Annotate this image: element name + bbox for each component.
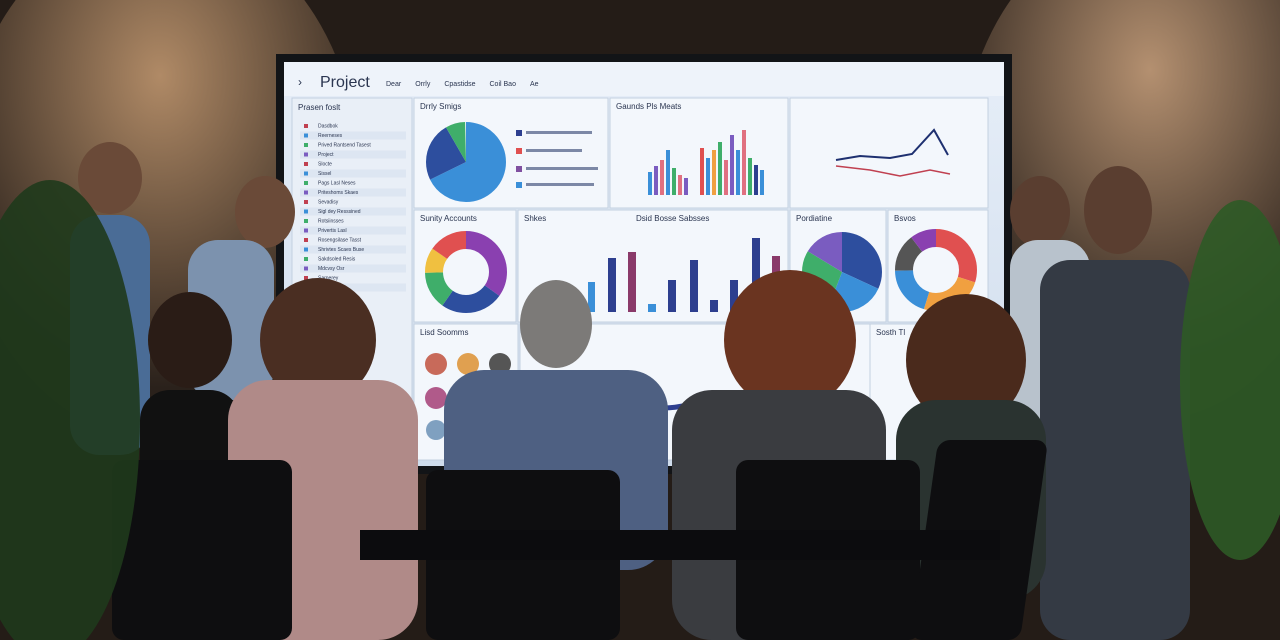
app-title: Project [320,74,370,91]
sidebar-row [300,245,406,254]
nav-item: Coil Bao [490,81,517,88]
sidebar-icon [304,200,308,204]
nav-item: Cpastidse [444,81,475,88]
sidebar-icon [304,152,308,157]
sidebar-row [300,283,406,292]
sidebar-row [300,226,406,235]
panel-title: Pordiatine [796,214,833,223]
sidebar-item: Rosengsilase Tasst [318,237,362,243]
sidebar-item: Sissel [318,171,331,177]
header-bar [284,62,1004,96]
sidebar-icon [304,124,308,128]
nav-item: Ae [530,81,539,88]
sidebar-row [300,274,406,282]
donut [425,231,507,313]
sidebar-icon [304,257,308,261]
sidebar-row [300,217,406,225]
sidebar-item: Priteshoms Skaes [318,190,359,196]
sidebar-icon [304,238,308,242]
sidebar-list: Dasdbok Reerneses Prived Rantsend Tasest Pr… [300,122,406,301]
bar-group [648,130,764,195]
sidebar-row [300,188,406,197]
panel [789,97,989,209]
donut [895,229,977,311]
sidebar-row [300,131,406,140]
pie [802,232,882,312]
sidebar-item: Project [318,152,334,158]
sidebar-item: Sigl dey Resssined [318,209,361,215]
sidebar-icon [304,162,308,166]
sidebar-icon [304,247,308,252]
sidebar-row [300,207,406,216]
nav: Dear Orrly Cpastidse Coil Bao Ae [386,81,539,88]
sidebar-item: Prived Rantsend Tasest [318,142,371,148]
sidebar-item: Sakdsoled Resis [318,256,356,262]
panel-title: Dsid Bosse Sabsses [636,214,709,223]
sidebar-icon [304,190,308,195]
panel-title: Shkes [524,214,546,223]
sidebar-row [300,255,406,263]
sidebar-row [300,160,406,168]
pie [426,122,506,202]
avatars [425,353,511,440]
sidebar-icon [304,171,308,176]
sidebar-item: Slocte [318,161,332,167]
sidebar-icon [304,219,308,223]
sidebar-icon [304,266,308,271]
line [835,165,951,177]
sidebar-row [300,179,406,187]
sidebar-item: Shrivtes Scaes Buse [318,247,364,253]
sidebar-icon [304,276,308,280]
panel-title: Drrly Smigs [420,102,461,111]
sidebar-row [300,264,406,273]
panel-title: Lisd Soomms [420,328,468,337]
panel-title: Sunity Accounts [420,214,477,223]
sidebar-icon [304,209,308,214]
sidebar-row [300,141,406,149]
sidebar-title: Prasen foslt [298,103,341,112]
sidebar-item: Dasdbok [318,123,338,129]
sidebar-item: Sevadisy [318,199,339,205]
sidebar-row [300,198,406,206]
sidebar-item: Pags Lasl Neses [318,180,356,186]
sidebar-icon [304,228,308,233]
sidebar-row [300,150,406,159]
legend [516,130,598,188]
sidebar-item: Privertis Lasl [318,228,347,234]
sidebar-icon [304,181,308,185]
line [835,128,949,161]
nav-item: Orrly [415,81,431,88]
icon: › [298,75,302,89]
sidebar-item: Mdcvsy Osr [318,266,345,272]
panel-title: Gaunds Pls Meats [616,102,681,111]
sidebar-item: Sarnerey [318,275,339,281]
sidebar-item: Reerneses [318,133,343,139]
sidebar-icon [304,143,308,147]
sidebar-row [300,122,406,130]
sidebar-row [300,169,406,178]
panel-title: Sosth Tl [876,328,905,337]
nav-item: Dear [386,81,402,88]
sidebar-icon [304,133,308,138]
panel [609,97,789,209]
sidebar-row [300,236,406,244]
plants [0,180,1280,640]
sidebar-item: Rotsiinsses [318,218,344,224]
table [360,530,1000,560]
panel-title: Bsvos [894,214,916,223]
